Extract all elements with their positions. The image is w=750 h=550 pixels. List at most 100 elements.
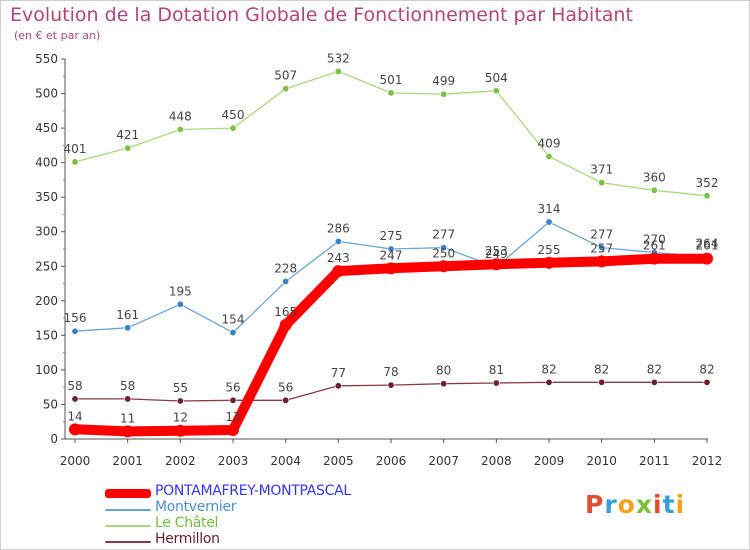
series-point-1: [387, 245, 395, 253]
data-label-0: 165: [274, 305, 297, 319]
data-label-1: 228: [274, 261, 297, 275]
data-label-3: 82: [699, 362, 714, 376]
x-tick-label: 2002: [165, 454, 196, 468]
data-label-2: 504: [485, 71, 508, 85]
data-label-3: 56: [278, 380, 293, 394]
series-point-3: [440, 380, 448, 388]
series-point-2: [334, 67, 342, 75]
x-tick-label: 2007: [428, 454, 459, 468]
series-point-0: [174, 424, 187, 437]
x-tick-label: 2011: [639, 454, 670, 468]
data-label-0: 253: [485, 244, 508, 258]
x-tick-label: 2005: [323, 454, 354, 468]
x-tick-label: 2012: [692, 454, 723, 468]
data-label-2: 421: [116, 128, 139, 142]
series-point-2: [650, 186, 658, 194]
series-point-3: [124, 395, 132, 403]
logo-letter: o: [617, 490, 636, 519]
series-point-3: [71, 395, 79, 403]
series-point-3: [650, 378, 658, 386]
legend-label: Le Châtel: [155, 515, 219, 531]
series-point-0: [385, 262, 397, 275]
data-label-0: 14: [67, 409, 82, 423]
series-point-1: [282, 277, 290, 285]
series-point-1: [176, 300, 184, 308]
x-tick-label: 2001: [112, 454, 143, 468]
data-label-2: 360: [643, 170, 666, 184]
data-label-3: 82: [647, 362, 662, 376]
data-label-1: 161: [116, 308, 139, 322]
series-point-3: [282, 396, 290, 404]
series-point-3: [545, 378, 553, 386]
series-point-0: [437, 260, 450, 273]
data-label-3: 78: [383, 365, 398, 379]
x-tick-label: 2000: [60, 454, 91, 468]
legend-swatch: [105, 525, 151, 527]
data-label-3: 58: [120, 379, 135, 393]
series-point-2: [545, 152, 553, 160]
series-point-3: [334, 382, 342, 390]
data-label-2: 532: [327, 51, 350, 65]
series-point-0: [543, 256, 555, 269]
y-tick-label: 550: [35, 52, 58, 66]
series-point-1: [334, 237, 342, 245]
x-tick-label: 2009: [534, 454, 565, 468]
data-label-3: 58: [67, 379, 82, 393]
x-tick-label: 2006: [376, 454, 407, 468]
y-tick-label: 400: [35, 156, 58, 170]
series-point-2: [598, 179, 606, 187]
y-tick-label: 500: [35, 87, 58, 101]
series-point-0: [332, 265, 345, 278]
y-tick-label: 150: [35, 328, 58, 342]
chart-title: Evolution de la Dotation Globale de Fonc…: [10, 4, 633, 26]
data-label-2: 448: [169, 109, 192, 123]
data-label-1: 195: [169, 284, 192, 298]
logo-letter: i: [675, 490, 686, 519]
x-tick-label: 2010: [586, 454, 617, 468]
series-point-2: [176, 125, 184, 133]
y-tick-label: 100: [35, 363, 58, 377]
series-point-0: [701, 252, 713, 265]
chart-data-labels: 14 11 12 13 165 243 247 250 253 255 257 261 261 156 16…: [64, 51, 719, 425]
data-label-1: 275: [380, 229, 403, 243]
chart-axes: 0 50 100 150 200 250 300 350 400 450 500 550 2000 200…: [35, 52, 722, 468]
data-label-0: 12: [173, 411, 188, 425]
series-point-0: [595, 255, 608, 268]
series-point-1: [440, 244, 448, 252]
data-label-2: 401: [64, 142, 87, 156]
series-point-2: [703, 192, 711, 200]
data-label-3: 77: [331, 366, 346, 380]
data-label-2: 499: [432, 74, 455, 88]
y-tick-label: 450: [35, 121, 58, 135]
y-tick-label: 0: [50, 432, 58, 446]
data-label-3: 80: [436, 364, 451, 378]
x-tick-label: 2003: [218, 454, 249, 468]
data-label-0: 255: [538, 243, 561, 257]
series-point-0: [227, 424, 239, 437]
series-point-1: [124, 324, 132, 332]
series-point-2: [387, 89, 395, 97]
data-label-2: 352: [696, 176, 719, 190]
legend-swatch: [105, 541, 151, 543]
data-label-1: 249: [485, 247, 508, 261]
y-tick-label: 250: [35, 259, 58, 273]
data-label-1: 156: [64, 311, 87, 325]
series-point-1: [71, 327, 79, 335]
series-point-2: [492, 87, 500, 95]
data-label-3: 56: [225, 380, 240, 394]
data-label-0: 13: [225, 410, 240, 424]
legend-label: Hermillon: [155, 531, 220, 547]
data-label-0: 11: [120, 411, 135, 425]
series-point-2: [71, 158, 79, 166]
x-tick-label: 2008: [481, 454, 512, 468]
series-point-3: [387, 381, 395, 389]
data-label-0: 257: [590, 241, 613, 255]
legend-swatch: [105, 489, 151, 498]
series-point-3: [176, 397, 184, 405]
logo-letter: t: [662, 490, 676, 519]
data-label-3: 82: [594, 362, 609, 376]
series-point-2: [229, 124, 237, 132]
data-label-2: 409: [538, 136, 561, 150]
data-label-1: 270: [643, 232, 666, 246]
legend-label: PONTAMAFREY-MONTPASCAL: [155, 483, 351, 499]
